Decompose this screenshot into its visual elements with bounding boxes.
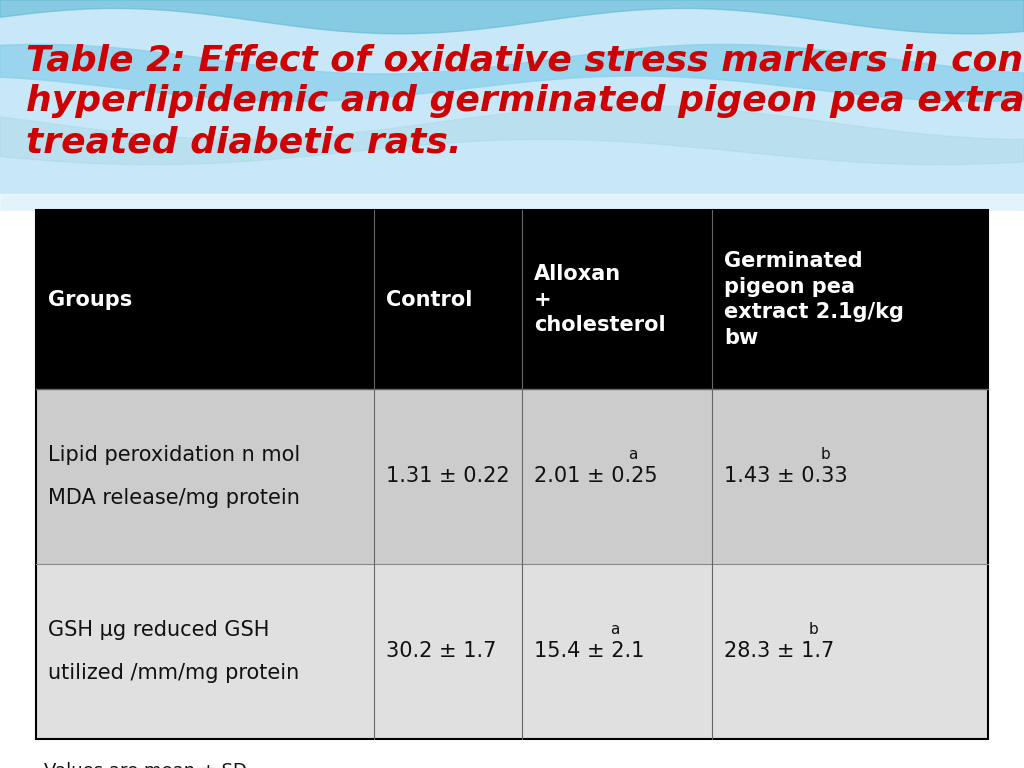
Bar (36, 389, 988, 564)
Text: 15.4 ± 2.1: 15.4 ± 2.1 (534, 641, 644, 661)
FancyBboxPatch shape (0, 0, 1024, 211)
Text: b: b (820, 447, 830, 462)
Text: Control: Control (386, 290, 473, 310)
Text: Groups: Groups (48, 290, 132, 310)
Text: Germinated
pigeon pea
extract 2.1g/kg
bw: Germinated pigeon pea extract 2.1g/kg bw (724, 251, 904, 348)
Text: 28.3 ± 1.7: 28.3 ± 1.7 (724, 641, 835, 661)
Polygon shape (0, 194, 1024, 211)
Bar (36, 564, 988, 739)
Text: a: a (610, 622, 620, 637)
Text: b: b (808, 622, 818, 637)
Text: utilized /mm/mg protein: utilized /mm/mg protein (48, 663, 299, 683)
Text: Table 2: Effect of oxidative stress markers in control,
hyperlipidemic and germi: Table 2: Effect of oxidative stress mark… (26, 44, 1024, 159)
Text: Lipid peroxidation n mol: Lipid peroxidation n mol (48, 445, 300, 465)
Text: 30.2 ± 1.7: 30.2 ± 1.7 (386, 641, 497, 661)
Bar (36, 210, 988, 389)
Text: GSH μg reduced GSH: GSH μg reduced GSH (48, 620, 269, 640)
Text: MDA release/mg protein: MDA release/mg protein (48, 488, 300, 508)
Text: Values are mean ± SD: Values are mean ± SD (44, 762, 247, 768)
Text: a: a (628, 447, 637, 462)
Bar (36, 210, 988, 739)
Text: 2.01 ± 0.25: 2.01 ± 0.25 (534, 466, 657, 486)
Text: 1.31 ± 0.22: 1.31 ± 0.22 (386, 466, 510, 486)
Text: Alloxan
+
cholesterol: Alloxan + cholesterol (534, 264, 666, 335)
Text: 1.43 ± 0.33: 1.43 ± 0.33 (724, 466, 848, 486)
